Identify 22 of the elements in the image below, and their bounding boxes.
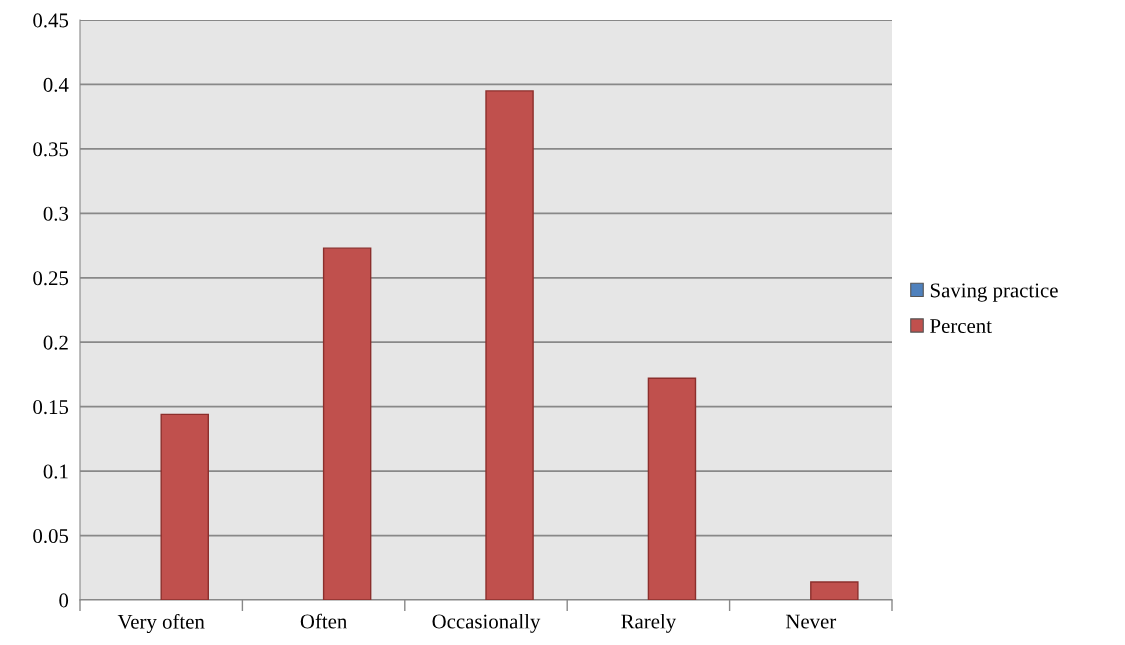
x-tick-label: Rarely — [621, 613, 677, 633]
y-tick-label: 0.2 — [43, 335, 68, 350]
bar — [647, 377, 697, 600]
y-tick-label: 0.4 — [43, 77, 69, 92]
y-tick-label: 0 — [59, 593, 69, 608]
y-tick-label: 0.25 — [33, 271, 69, 286]
y-tick-label: 0.15 — [33, 400, 69, 415]
legend-label: Saving practice — [930, 283, 1058, 302]
y-tick-label: 0.35 — [33, 142, 69, 157]
x-tick-label: Occasionally — [432, 613, 541, 633]
y-tick-label: 0.45 — [33, 13, 69, 28]
y-tick-label: 0.3 — [43, 206, 69, 221]
x-tick-label: Often — [300, 613, 347, 629]
legend-label: Percent — [930, 319, 992, 334]
x-tick-label: Very often — [117, 613, 205, 634]
bar — [160, 413, 209, 600]
y-tick-label: 0.1 — [43, 464, 68, 479]
x-tick-label: Never — [785, 614, 837, 629]
bar — [810, 581, 859, 600]
bar — [322, 247, 372, 600]
y-tick-label: 0.05 — [33, 528, 69, 544]
bar — [485, 90, 534, 600]
